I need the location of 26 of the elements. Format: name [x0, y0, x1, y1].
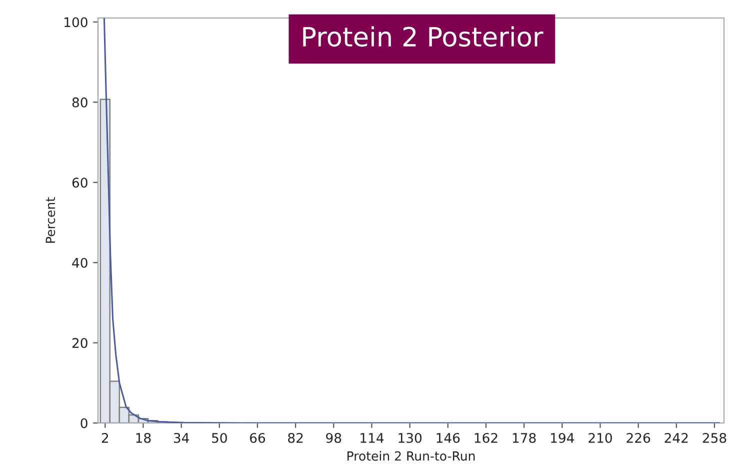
x-tick-label: 34 [174, 432, 189, 443]
x-tick-label: 66 [250, 432, 266, 443]
x-tick-label: 194 [551, 432, 574, 443]
x-tick-label: 130 [398, 432, 422, 443]
x-tick-label: 162 [474, 432, 498, 443]
x-tick-label: 114 [360, 433, 384, 443]
x-axis-title: Protein 2 Run-to-Run [348, 451, 475, 461]
x-tick-label: 210 [588, 432, 612, 443]
x-tick-label: 242 [664, 432, 688, 443]
chart-title: Protein 2 Posterior [303, 26, 544, 47]
y-tick-label: 60 [72, 178, 88, 188]
y-tick-label: 100 [64, 17, 88, 28]
x-tick-label: 50 [212, 432, 227, 443]
x-tick-label: 82 [288, 432, 303, 443]
y-tick-label: 20 [72, 338, 88, 348]
x-tick-label: 18 [136, 432, 151, 443]
x-tick-label: 226 [626, 432, 650, 443]
y-tick-label: 40 [72, 258, 88, 268]
x-tick-label: 2 [102, 432, 108, 443]
x-tick-label: 258 [702, 432, 726, 443]
x-tick-label: 98 [326, 432, 342, 443]
x-tick-label: 178 [512, 432, 536, 443]
x-tick-label: 146 [436, 432, 460, 443]
y-tick-label: 80 [72, 97, 88, 108]
y-tick-label: 0 [80, 418, 88, 428]
y-axis-title: Percent [46, 197, 56, 243]
